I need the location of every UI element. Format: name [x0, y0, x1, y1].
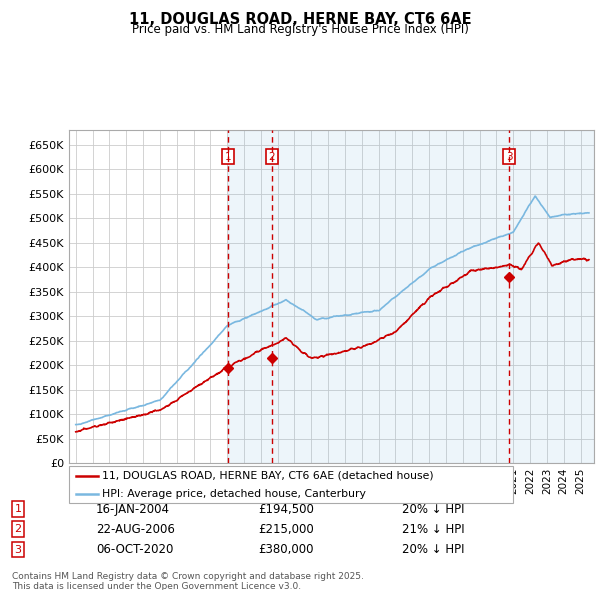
Text: £194,500: £194,500	[258, 503, 314, 516]
Text: £215,000: £215,000	[258, 523, 314, 536]
Text: 06-OCT-2020: 06-OCT-2020	[96, 543, 173, 556]
Text: 22-AUG-2006: 22-AUG-2006	[96, 523, 175, 536]
Text: 2: 2	[268, 152, 275, 162]
Text: 2: 2	[14, 525, 22, 535]
Text: 16-JAN-2004: 16-JAN-2004	[96, 503, 170, 516]
Text: 11, DOUGLAS ROAD, HERNE BAY, CT6 6AE (detached house): 11, DOUGLAS ROAD, HERNE BAY, CT6 6AE (de…	[102, 471, 434, 481]
Text: 20% ↓ HPI: 20% ↓ HPI	[402, 503, 464, 516]
Text: 1: 1	[14, 504, 22, 514]
FancyBboxPatch shape	[69, 466, 513, 503]
Text: HPI: Average price, detached house, Canterbury: HPI: Average price, detached house, Cant…	[102, 489, 366, 499]
Text: Price paid vs. HM Land Registry's House Price Index (HPI): Price paid vs. HM Land Registry's House …	[131, 23, 469, 36]
Text: 3: 3	[14, 545, 22, 555]
Text: 11, DOUGLAS ROAD, HERNE BAY, CT6 6AE: 11, DOUGLAS ROAD, HERNE BAY, CT6 6AE	[128, 12, 472, 27]
Text: 20% ↓ HPI: 20% ↓ HPI	[402, 543, 464, 556]
Text: Contains HM Land Registry data © Crown copyright and database right 2025.
This d: Contains HM Land Registry data © Crown c…	[12, 572, 364, 590]
Text: 21% ↓ HPI: 21% ↓ HPI	[402, 523, 464, 536]
Bar	[228, 130, 594, 463]
Text: 3: 3	[506, 152, 512, 162]
Text: £380,000: £380,000	[258, 543, 314, 556]
Text: 1: 1	[224, 152, 231, 162]
